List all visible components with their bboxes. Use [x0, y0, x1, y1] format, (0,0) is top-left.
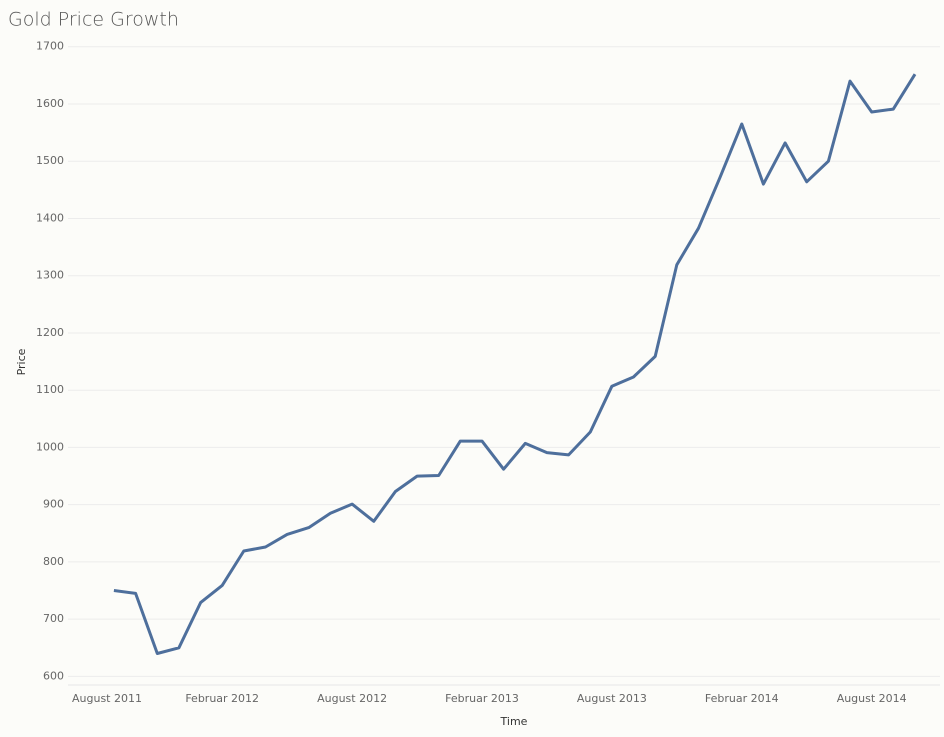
y-tick-label: 800 — [43, 555, 64, 568]
x-tick-label: Februar 2012 — [185, 692, 259, 705]
y-tick-label: 1700 — [36, 40, 64, 53]
y-axis-title: Price — [15, 348, 28, 375]
y-tick-label: 1500 — [36, 154, 64, 167]
x-axis-title: Time — [500, 715, 528, 728]
x-tick-label: August 2012 — [317, 692, 387, 705]
x-tick-label: August 2011 — [72, 692, 142, 705]
x-tick-label: Februar 2013 — [445, 692, 519, 705]
x-tick-label: August 2014 — [837, 692, 907, 705]
y-tick-label: 1600 — [36, 97, 64, 110]
y-tick-label: 1100 — [36, 383, 64, 396]
price-line — [113, 73, 917, 655]
x-tick-label: August 2013 — [577, 692, 647, 705]
x-tick-label: Februar 2014 — [705, 692, 779, 705]
y-tick-label: 1400 — [36, 211, 64, 224]
y-tick-label: 900 — [43, 498, 64, 511]
y-tick-label: 600 — [43, 669, 64, 682]
y-tick-label: 1300 — [36, 269, 64, 282]
y-tick-label: 1000 — [36, 440, 64, 453]
chart-title: Gold Price Growth — [8, 9, 179, 31]
y-tick-label: 700 — [43, 612, 64, 625]
y-tick-label: 1200 — [36, 326, 64, 339]
